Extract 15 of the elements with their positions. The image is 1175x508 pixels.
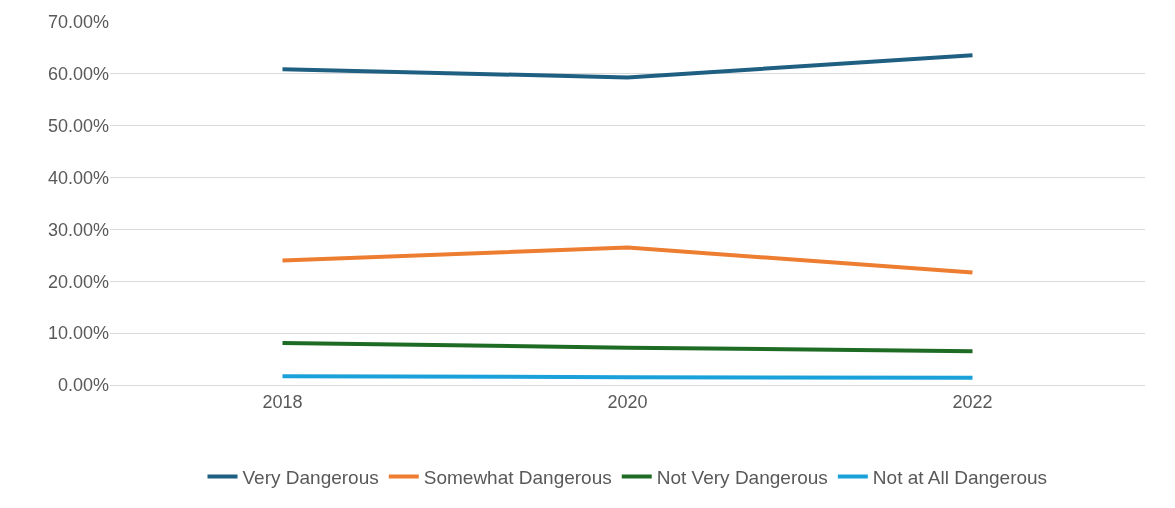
y-tick-label: 0.00% [57, 375, 109, 396]
y-tick-label: 40.00% [47, 167, 109, 188]
legend-label: Not at All Dangerous [872, 466, 1048, 488]
legend-label: Somewhat Dangerous [423, 466, 612, 488]
y-tick-label: 50.00% [47, 116, 109, 137]
y-tick-label: 70.00% [47, 12, 109, 33]
x-tick-label: 2022 [952, 391, 993, 412]
y-tick-label: 60.00% [47, 64, 109, 85]
y-tick-label: 30.00% [47, 219, 109, 240]
legend-label: Not Very Dangerous [656, 466, 828, 488]
x-tick-label: 2018 [262, 391, 303, 412]
y-tick-label: 20.00% [47, 271, 109, 292]
y-tick-label: 10.00% [47, 323, 109, 344]
legend-label: Very Dangerous [242, 466, 379, 488]
x-tick-label: 2020 [607, 391, 648, 412]
